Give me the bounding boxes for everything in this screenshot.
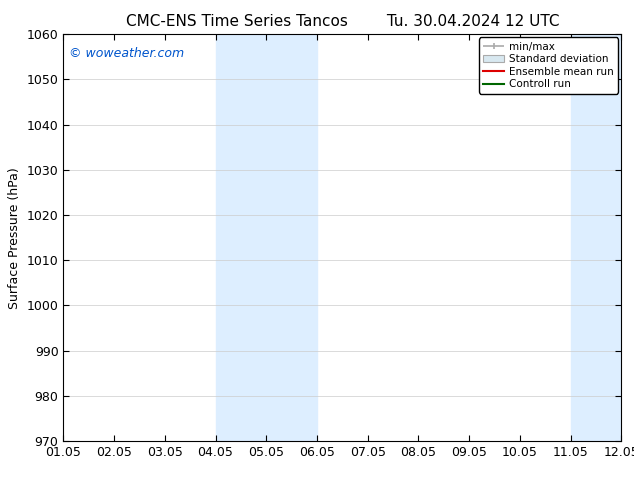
Bar: [571, 34, 621, 441]
Legend: min/max, Standard deviation, Ensemble mean run, Controll run: min/max, Standard deviation, Ensemble me…: [479, 37, 618, 94]
Bar: [266, 34, 317, 441]
Text: © woweather.com: © woweather.com: [69, 47, 184, 59]
Y-axis label: Surface Pressure (hPa): Surface Pressure (hPa): [8, 167, 21, 309]
Title: CMC-ENS Time Series Tancos        Tu. 30.04.2024 12 UTC: CMC-ENS Time Series Tancos Tu. 30.04.202…: [126, 14, 559, 29]
Bar: [216, 34, 266, 441]
